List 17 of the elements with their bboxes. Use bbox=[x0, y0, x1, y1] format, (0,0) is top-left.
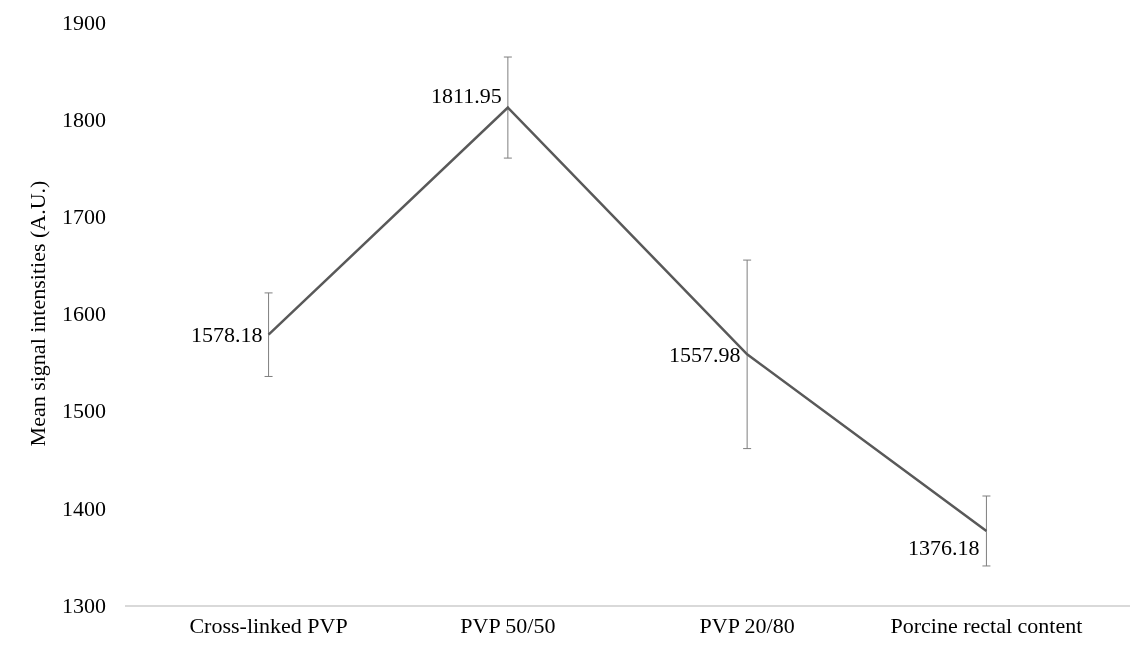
data-label: 1376.18 bbox=[908, 535, 980, 560]
x-tick-label: Cross-linked PVP bbox=[189, 613, 348, 639]
x-tick-label: PVP 50/50 bbox=[460, 613, 556, 639]
data-label: 1557.98 bbox=[669, 342, 741, 367]
y-tick-label: 1800 bbox=[62, 106, 106, 132]
y-tick-label: 1300 bbox=[62, 592, 106, 618]
y-tick-label: 1700 bbox=[62, 204, 106, 230]
y-tick-label: 1900 bbox=[62, 9, 106, 35]
y-tick-label: 1400 bbox=[62, 495, 106, 521]
y-tick-label: 1500 bbox=[62, 398, 106, 424]
y-tick-label: 1600 bbox=[62, 301, 106, 327]
line-series bbox=[267, 106, 988, 533]
y-axis-title: Mean signal intensities (A.U.) bbox=[24, 180, 50, 447]
x-tick-label: Porcine rectal content bbox=[890, 613, 1083, 639]
x-tick-label: PVP 20/80 bbox=[699, 613, 795, 639]
data-label: 1578.18 bbox=[191, 322, 263, 347]
data-label: 1811.95 bbox=[431, 83, 502, 108]
